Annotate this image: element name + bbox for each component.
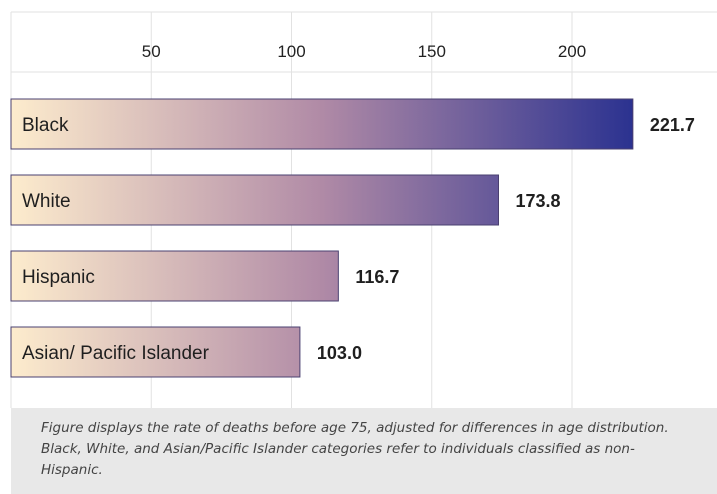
bar-2: [10, 250, 339, 302]
x-tick-label-200: 200: [558, 42, 586, 61]
category-label-0: Black: [22, 115, 69, 136]
x-tick-label-100: 100: [277, 42, 305, 61]
footnote-panel: Figure displays the rate of deaths befor…: [11, 408, 717, 494]
bar-3: [10, 326, 301, 378]
bar-0: [10, 98, 634, 150]
category-label-2: Hispanic: [22, 267, 95, 288]
category-label-1: White: [22, 191, 71, 212]
x-tick-label-50: 50: [142, 42, 161, 61]
bar-chart: 50 100 150 200 Black 221.7 White 173.8 Hispanic…: [10, 11, 717, 408]
value-label-0: 221.7: [650, 115, 695, 135]
value-label-3: 103.0: [317, 343, 362, 363]
footnote-text: Figure displays the rate of deaths befor…: [41, 420, 669, 478]
value-label-1: 173.8: [516, 191, 561, 211]
category-label-3: Asian/ Pacific Islander: [22, 343, 210, 364]
bar-1: [10, 174, 500, 226]
x-tick-label-150: 150: [418, 42, 446, 61]
value-label-2: 116.7: [355, 267, 399, 287]
